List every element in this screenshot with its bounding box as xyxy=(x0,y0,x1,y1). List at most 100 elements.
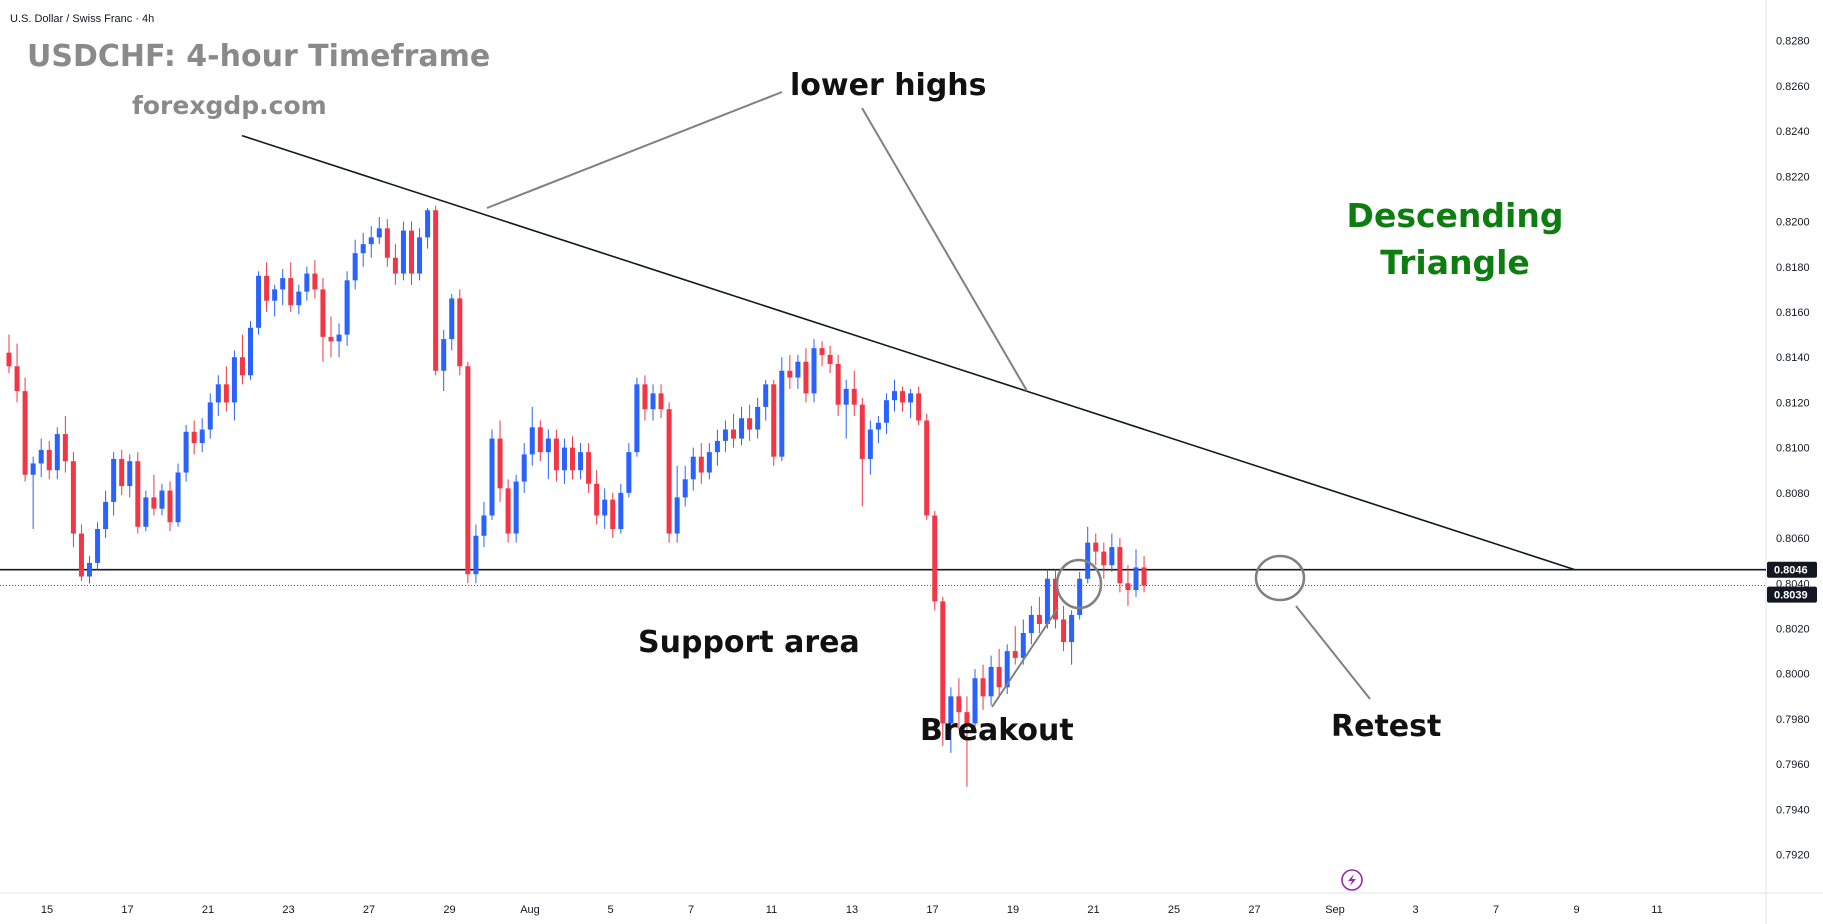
candle xyxy=(207,393,213,439)
candle-body xyxy=(1053,578,1058,620)
candle-body xyxy=(296,291,302,306)
candle-body xyxy=(690,456,696,480)
candle-body xyxy=(1061,619,1067,643)
x-tick-label: 7 xyxy=(1493,904,1499,916)
candle-body xyxy=(22,391,28,475)
candle xyxy=(1125,565,1131,606)
candle xyxy=(199,418,205,453)
candle xyxy=(352,239,358,290)
candle xyxy=(400,221,406,281)
symbol-label[interactable]: U.S. Dollar / Swiss Franc · 4h xyxy=(10,13,154,25)
candle xyxy=(183,425,189,482)
lightning-icon[interactable] xyxy=(1341,869,1363,891)
candle xyxy=(747,404,753,441)
candle xyxy=(578,443,584,480)
candle-body xyxy=(1069,614,1075,643)
x-axis-ticks[interactable]: 15 17 21 23 27 29 Aug 5 7 11 13 17 19 21 25 27 Sep 3 7 9 11 xyxy=(41,904,1663,916)
y-tick-label: 0.8000 xyxy=(1776,669,1810,681)
candle-body xyxy=(1109,547,1115,566)
candle-body xyxy=(111,458,117,502)
candle-body xyxy=(489,438,495,516)
x-tick-label: 27 xyxy=(363,904,375,916)
candle-body xyxy=(392,257,398,274)
candle xyxy=(368,226,374,258)
candle xyxy=(771,379,777,466)
candle xyxy=(811,339,817,403)
candle xyxy=(956,678,962,731)
candle xyxy=(360,232,366,267)
x-tick-label: 9 xyxy=(1573,904,1579,916)
candle-body xyxy=(1036,614,1042,624)
candle xyxy=(231,350,237,421)
y-tick-label: 0.8180 xyxy=(1776,262,1810,274)
candle-body xyxy=(143,497,149,527)
candle-body xyxy=(811,348,817,394)
candle xyxy=(119,449,125,496)
candle xyxy=(972,669,978,731)
candle-body xyxy=(706,452,712,473)
candle-body xyxy=(771,384,777,457)
candle-body xyxy=(151,497,157,509)
candle-body xyxy=(1093,542,1099,552)
svg-text:0.8046: 0.8046 xyxy=(1774,565,1808,577)
candle xyxy=(988,655,994,706)
candle xyxy=(827,345,833,374)
candle-body xyxy=(46,449,52,471)
candle-body xyxy=(344,280,350,335)
last-price-badge: 0.8039 xyxy=(1767,586,1817,603)
price-badges: 0.8046 0.8039 xyxy=(1767,561,1817,603)
candle-body xyxy=(561,447,567,471)
candle xyxy=(497,420,503,502)
candle xyxy=(272,284,278,317)
candle-body xyxy=(368,237,374,245)
y-tick-label: 0.8020 xyxy=(1776,623,1810,635)
candle-body xyxy=(714,440,720,453)
annotation-descending-line2: Triangle xyxy=(1380,243,1530,282)
candle xyxy=(159,483,165,516)
drawn-lines xyxy=(0,134,1766,587)
candle-body xyxy=(159,490,165,509)
candle xyxy=(900,386,906,412)
candle xyxy=(996,648,1002,697)
y-tick-label: 0.8260 xyxy=(1776,81,1810,93)
candle xyxy=(1141,556,1147,593)
candle-body xyxy=(924,420,930,516)
candle xyxy=(537,420,543,462)
candle xyxy=(682,465,688,507)
candle-body xyxy=(851,388,857,405)
candle-body xyxy=(972,678,978,724)
candle xyxy=(22,377,28,482)
descending-trendline[interactable] xyxy=(241,134,1576,571)
candle xyxy=(1117,538,1123,593)
candle-body xyxy=(360,244,366,254)
candle xyxy=(964,696,970,787)
candle xyxy=(1036,596,1042,634)
y-tick-label: 0.7920 xyxy=(1776,850,1810,862)
candle xyxy=(392,244,398,285)
candle xyxy=(570,436,575,480)
candle xyxy=(151,474,157,516)
candle xyxy=(594,470,600,525)
candle-body xyxy=(95,529,101,563)
support-price-badge: 0.8046 xyxy=(1767,561,1817,578)
candle xyxy=(803,348,809,403)
candle-body xyxy=(763,384,769,407)
candle-body xyxy=(449,298,455,340)
candle xyxy=(1109,533,1115,572)
x-tick-label: 13 xyxy=(846,904,858,916)
x-tick-label: Aug xyxy=(520,904,540,916)
candle-body xyxy=(505,488,511,534)
candle xyxy=(867,420,873,475)
candle xyxy=(457,289,463,376)
candle-body xyxy=(819,348,825,355)
candle-body xyxy=(239,357,245,376)
x-tick-label: 29 xyxy=(443,904,455,916)
candle xyxy=(586,443,592,493)
candle-body xyxy=(948,696,954,724)
candle xyxy=(658,384,664,419)
candle-body xyxy=(747,418,753,430)
candle xyxy=(239,334,245,385)
breakout-pointer xyxy=(991,607,1059,708)
candle-body xyxy=(175,472,181,523)
candle-body xyxy=(481,515,487,536)
